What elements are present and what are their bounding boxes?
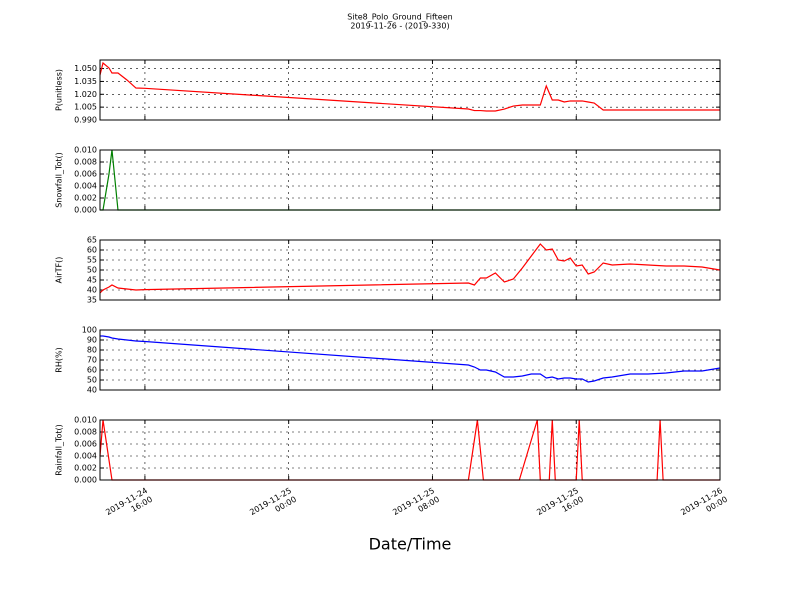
y-tick-label: 50 — [87, 266, 97, 275]
plot-border — [99, 419, 721, 481]
y-axis-label: Rainfall_Tot() — [55, 424, 64, 476]
y-tick-label: 1.050 — [74, 64, 97, 73]
y-tick-label: 65 — [87, 236, 97, 245]
y-tick-label: 0.006 — [74, 440, 97, 449]
y-tick-label: 45 — [87, 276, 97, 285]
y-tick-label: 70 — [87, 356, 97, 365]
plot-frame — [100, 60, 720, 120]
y-tick-label: 55 — [87, 256, 97, 265]
chart-subtitle: 2019-11-26 - (2019-330) — [350, 22, 449, 31]
y-tick-label: 0.008 — [74, 158, 97, 167]
y-axis-label: RH(%) — [55, 347, 64, 372]
y-tick-label: 0.008 — [74, 428, 97, 437]
y-tick-label: 60 — [87, 366, 97, 375]
y-tick-label: 80 — [87, 346, 97, 355]
y-tick-label: 1.005 — [74, 103, 97, 112]
y-axis-label: Snowfall_Tot() — [55, 152, 64, 208]
y-axis-label: P(unitless) — [55, 69, 64, 111]
data-line — [99, 243, 721, 294]
plot-border — [99, 59, 721, 121]
y-axis-label: AirTF() — [55, 257, 64, 284]
y-tick-label: 100 — [82, 326, 97, 335]
plot-frame — [100, 150, 720, 210]
y-tick-label: 0.000 — [74, 206, 97, 215]
plot-border — [99, 329, 721, 391]
y-tick-label: 0.000 — [74, 476, 97, 485]
y-tick-label: 40 — [87, 386, 97, 395]
y-tick-label: 0.002 — [74, 194, 97, 203]
x-axis-label: Date/Time — [369, 535, 452, 554]
chart-title: Site8_Polo_Ground_Fifteen — [347, 13, 452, 22]
y-tick-label: 0.004 — [74, 182, 97, 191]
y-tick-label: 0.010 — [74, 146, 97, 155]
y-tick-label: 0.004 — [74, 452, 97, 461]
y-tick-label: 90 — [87, 336, 97, 345]
y-tick-label: 60 — [87, 246, 97, 255]
plot-border — [99, 239, 721, 301]
y-tick-label: 35 — [87, 296, 97, 305]
plot-border — [99, 149, 721, 211]
plot-frame — [100, 420, 720, 480]
y-tick-label: 1.020 — [74, 90, 97, 99]
plot-frame — [100, 330, 720, 390]
y-tick-label: 1.035 — [74, 77, 97, 86]
y-tick-label: 0.010 — [74, 416, 97, 425]
y-tick-label: 0.002 — [74, 464, 97, 473]
plot-frame — [100, 240, 720, 300]
y-tick-label: 50 — [87, 376, 97, 385]
y-tick-label: 40 — [87, 286, 97, 295]
data-line — [99, 61, 720, 112]
y-tick-label: 0.006 — [74, 170, 97, 179]
y-tick-label: 0.990 — [74, 116, 97, 125]
data-line — [100, 335, 721, 383]
